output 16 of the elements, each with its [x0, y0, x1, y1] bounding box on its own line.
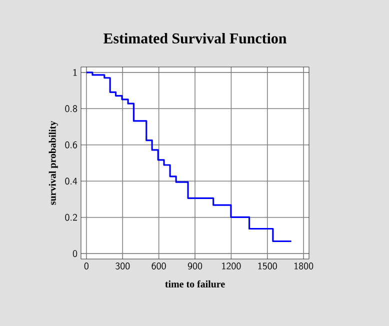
x-tick-label: 0 [84, 262, 88, 270]
y-tick-label: 0.4 [65, 178, 78, 185]
y-tick-label: 0.6 [65, 141, 78, 148]
y-tick-label: 0.8 [65, 105, 78, 112]
x-tick-label: 1200 [222, 262, 241, 270]
x-tick-label: 600 [152, 262, 166, 270]
x-tick-label: 1800 [294, 262, 314, 270]
x-tick-label: 300 [116, 262, 130, 270]
y-tick-label: 0 [72, 250, 78, 258]
y-tick-label: 0.2 [65, 214, 77, 221]
y-axis-title: survival probability [48, 120, 58, 205]
y-tick-label: 1 [73, 69, 77, 76]
x-tick-label: 900 [188, 262, 202, 270]
chart-title: Estimated Survival Function [104, 32, 287, 44]
x-tick-label: 1500 [258, 262, 277, 270]
x-axis-title: time to failure [165, 280, 225, 288]
